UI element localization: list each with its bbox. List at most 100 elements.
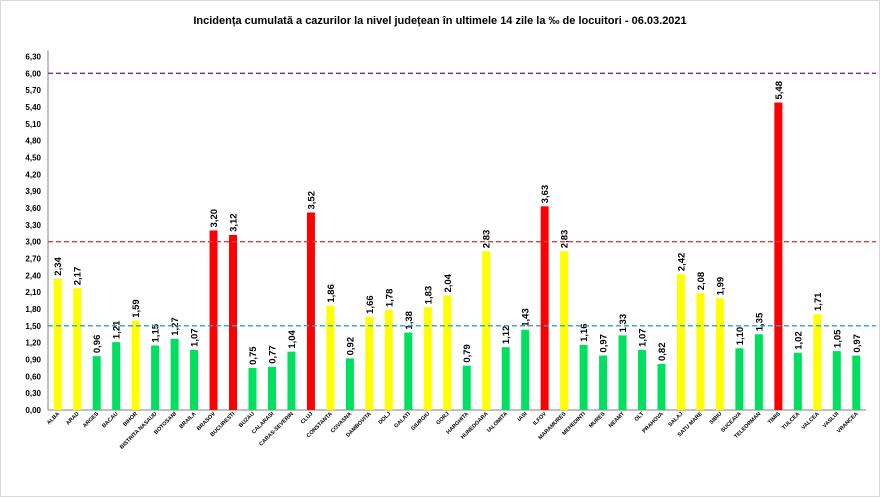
x-tick-label: VASLUI: [822, 411, 841, 430]
x-tick-label: CARAS-SEVERIN: [258, 411, 294, 447]
bar-braila: [190, 349, 199, 410]
bar-sibiu: [715, 298, 724, 410]
x-tick-label: BUZAU: [238, 411, 256, 429]
data-label: 1,04: [287, 329, 298, 348]
data-label: 3,20: [209, 209, 220, 228]
bar-neamt: [618, 335, 627, 410]
data-label: 1,78: [384, 289, 395, 308]
data-label: 1,07: [190, 328, 201, 347]
bar-vrancea: [852, 355, 861, 410]
bar-constanta: [326, 305, 335, 410]
x-tick-label: PRAHOVA: [642, 411, 665, 434]
data-label: 0,77: [267, 345, 278, 364]
x-tick-label: MURES: [588, 411, 607, 430]
x-tick-label: BRAILA: [179, 411, 198, 430]
bar-hunedoara: [482, 251, 491, 410]
data-label: 3,63: [540, 185, 551, 204]
bar-bistrita-nasaud: [151, 345, 160, 410]
data-label: 1,27: [170, 317, 181, 336]
y-tick-label: 1,50: [25, 322, 41, 331]
bar-teleorman: [754, 334, 763, 410]
y-tick-label: 0,90: [25, 356, 41, 365]
data-label: 1,99: [715, 277, 726, 296]
y-tick-label: 5,70: [25, 86, 41, 95]
y-tick-label: 4,50: [25, 154, 41, 163]
data-label: 1,12: [501, 326, 512, 345]
bar-satu-mare: [696, 293, 705, 410]
data-label: 0,79: [462, 344, 473, 363]
x-tick-label: TIMIS: [767, 411, 782, 426]
data-label: 0,97: [599, 334, 610, 353]
x-tick-label: IASI: [517, 411, 529, 423]
data-label: 2,04: [443, 273, 454, 292]
x-tick-label: SALAJ: [667, 411, 684, 428]
x-tick-label: OLT: [634, 411, 646, 423]
bar-alba: [53, 278, 62, 410]
bar-bacau: [112, 342, 121, 410]
bar-giurgiu: [423, 307, 432, 410]
chart-title: Incidența cumulată a cazurilor la nivel …: [193, 15, 687, 27]
bar-cluj: [306, 212, 315, 410]
data-label: 5,48: [774, 81, 785, 100]
x-tick-label: ARAD: [65, 411, 80, 426]
bar-gorj: [443, 295, 452, 410]
bar-caras-severin: [287, 351, 296, 410]
bar-iasi: [521, 329, 530, 410]
y-tick-label: 5,10: [25, 120, 41, 129]
data-label: 1,05: [832, 329, 843, 348]
bar-salaj: [676, 274, 685, 410]
y-tick-label: 6,00: [25, 69, 41, 78]
bar-maramures: [560, 251, 569, 410]
data-label: 1,21: [112, 320, 123, 339]
x-tick-label: SIBIU: [709, 411, 724, 426]
y-tick-label: 3,90: [25, 187, 41, 196]
bar-dolj: [384, 310, 393, 410]
x-tick-label: BACAU: [101, 411, 119, 429]
data-label: 1,43: [521, 308, 532, 327]
y-tick-label: 3,60: [25, 204, 41, 213]
data-label: 0,92: [345, 337, 356, 356]
bar-timis: [774, 102, 783, 410]
y-tick-label: 3,30: [25, 221, 41, 230]
data-label: 2,42: [676, 253, 687, 272]
x-tick-label: GIURGIU: [410, 411, 431, 432]
y-tick-label: 6,30: [25, 53, 41, 62]
bar-suceava: [735, 348, 744, 410]
data-label: 3,52: [306, 191, 317, 210]
x-tick-label: GALATI: [393, 411, 412, 430]
bar-bihor: [131, 320, 140, 410]
x-tick-label: ARGES: [82, 411, 100, 429]
bar-ilfov: [540, 206, 549, 410]
data-label: 1,10: [735, 327, 746, 346]
bar-arges: [92, 356, 101, 410]
bar-bucuresti: [229, 234, 238, 410]
y-tick-label: 0,60: [25, 372, 41, 381]
bar-galati: [404, 332, 413, 410]
data-label: 2,17: [73, 267, 84, 286]
data-label: 0,96: [92, 335, 103, 354]
data-label: 1,07: [638, 328, 649, 347]
data-label: 1,38: [404, 311, 415, 330]
bar-vaslui: [832, 351, 841, 410]
x-tick-label: VALCEA: [801, 411, 821, 431]
data-label: 1,02: [793, 331, 804, 350]
y-tick-label: 2,10: [25, 288, 41, 297]
data-label: 1,35: [754, 312, 765, 331]
bar-covasna: [345, 358, 354, 410]
y-tick-label: 4,80: [25, 137, 41, 146]
bar-mehedinti: [579, 344, 588, 410]
data-label: 1,71: [813, 292, 824, 311]
x-tick-label: NEAMT: [608, 411, 627, 430]
x-tick-label: TULCEA: [781, 411, 801, 431]
y-tick-label: 0,30: [25, 389, 41, 398]
y-tick-label: 1,80: [25, 305, 41, 314]
bar-dambovita: [365, 316, 374, 410]
x-tick-label: IALOMITA: [486, 411, 509, 434]
bar-ialomita: [501, 347, 510, 410]
x-tick-label: BISTRITA NASAUD: [119, 411, 158, 450]
y-tick-label: 3,00: [25, 238, 41, 247]
x-tick-label: GORJ: [435, 411, 450, 426]
bar-olt: [638, 349, 647, 410]
